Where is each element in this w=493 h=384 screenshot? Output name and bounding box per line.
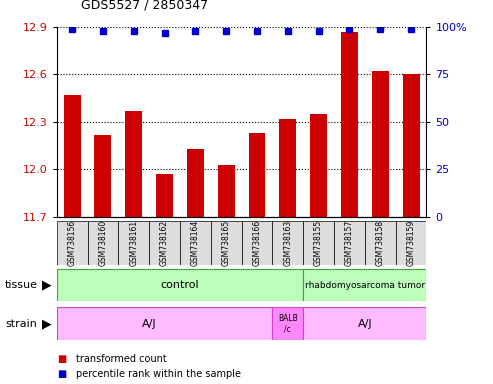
Bar	[125, 111, 142, 217]
Bar	[57, 269, 303, 301]
Bar	[395, 221, 426, 265]
Bar	[272, 307, 303, 340]
Text: transformed count: transformed count	[76, 354, 167, 364]
Text: GSM738165: GSM738165	[222, 220, 231, 266]
Bar	[248, 133, 265, 217]
Text: A/J: A/J	[142, 318, 156, 329]
Bar	[403, 74, 420, 217]
Bar	[303, 269, 426, 301]
Bar	[218, 165, 235, 217]
Text: tissue: tissue	[5, 280, 38, 290]
Bar	[303, 307, 426, 340]
Bar	[88, 221, 118, 265]
Text: GSM738155: GSM738155	[314, 220, 323, 266]
Text: percentile rank within the sample: percentile rank within the sample	[76, 369, 242, 379]
Bar	[280, 119, 296, 217]
Bar	[95, 134, 111, 217]
Bar	[334, 221, 365, 265]
Bar	[303, 221, 334, 265]
Text: ▶: ▶	[42, 279, 52, 291]
Text: GSM738163: GSM738163	[283, 220, 292, 266]
Text: GSM738156: GSM738156	[68, 220, 76, 266]
Bar	[372, 71, 388, 217]
Text: GSM738158: GSM738158	[376, 220, 385, 266]
Bar	[365, 221, 395, 265]
Text: control: control	[161, 280, 199, 290]
Text: GSM738160: GSM738160	[99, 220, 107, 266]
Text: GSM738166: GSM738166	[252, 220, 261, 266]
Bar	[310, 114, 327, 217]
Text: ■: ■	[57, 354, 66, 364]
Text: GSM738162: GSM738162	[160, 220, 169, 266]
Bar	[156, 174, 173, 217]
Bar	[118, 221, 149, 265]
Text: GSM738164: GSM738164	[191, 220, 200, 266]
Bar	[341, 31, 358, 217]
Text: ▶: ▶	[42, 317, 52, 330]
Bar	[211, 221, 242, 265]
Bar	[180, 221, 211, 265]
Text: GSM738157: GSM738157	[345, 220, 354, 266]
Bar	[149, 221, 180, 265]
Bar	[57, 307, 272, 340]
Text: GSM738159: GSM738159	[407, 220, 416, 266]
Bar	[272, 221, 303, 265]
Text: GSM738161: GSM738161	[129, 220, 138, 266]
Bar	[57, 221, 88, 265]
Bar	[187, 149, 204, 217]
Text: A/J: A/J	[357, 318, 372, 329]
Text: BALB
/c: BALB /c	[278, 314, 298, 333]
Text: strain: strain	[5, 318, 37, 329]
Bar	[242, 221, 272, 265]
Text: ■: ■	[57, 369, 66, 379]
Bar	[64, 95, 80, 217]
Text: rhabdomyosarcoma tumor: rhabdomyosarcoma tumor	[305, 281, 425, 290]
Text: GDS5527 / 2850347: GDS5527 / 2850347	[81, 0, 209, 12]
